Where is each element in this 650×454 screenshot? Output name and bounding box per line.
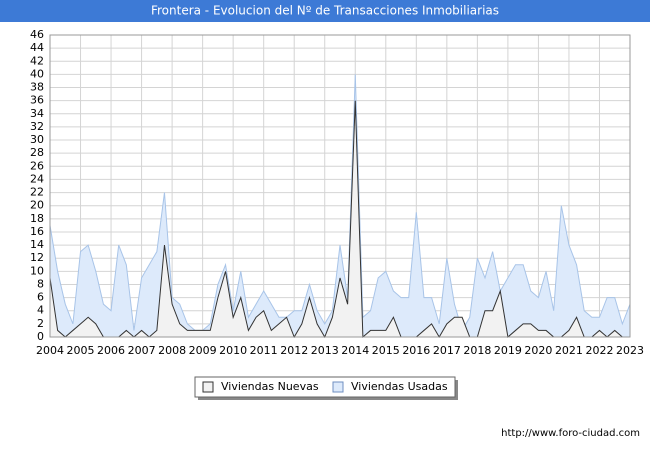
x-tick-label: 2008 bbox=[158, 344, 186, 357]
x-tick-label: 2023 bbox=[616, 344, 644, 357]
x-tick-label: 2020 bbox=[524, 344, 552, 357]
line bbox=[49, 74, 631, 332]
y-tick-label: 28 bbox=[30, 146, 44, 159]
legend-swatch bbox=[202, 381, 214, 393]
x-tick-label: 2010 bbox=[219, 344, 247, 357]
y-tick-label: 16 bbox=[30, 225, 44, 238]
y-tick-label: 0 bbox=[37, 330, 44, 343]
y-tick-label: 20 bbox=[30, 199, 44, 212]
x-tick-label: 2006 bbox=[97, 344, 125, 357]
area bbox=[50, 100, 630, 337]
source: http://www.foro-ciudad.com bbox=[501, 428, 640, 439]
x-tick-label: 2014 bbox=[341, 344, 369, 357]
y-tick-label: 36 bbox=[30, 94, 44, 107]
plot-border bbox=[49, 34, 631, 338]
x-tick-label: 2007 bbox=[128, 344, 156, 357]
x-tick-label: 2015 bbox=[372, 344, 400, 357]
y-tick-label: 22 bbox=[30, 186, 44, 199]
legend-label: Viviendas Nuevas bbox=[221, 380, 319, 393]
y-tick-label: 8 bbox=[37, 277, 44, 290]
y-tick-label: 24 bbox=[30, 172, 44, 185]
legend-box bbox=[194, 376, 456, 398]
y-tick-label: 32 bbox=[30, 120, 44, 133]
y-tick-label: 18 bbox=[30, 212, 44, 225]
y-tick-label: 2 bbox=[37, 317, 44, 330]
x-tick-label: 2017 bbox=[433, 344, 461, 357]
x-tick-label: 2011 bbox=[250, 344, 278, 357]
y-tick-label: 6 bbox=[37, 291, 44, 304]
y-tick-label: 14 bbox=[30, 238, 44, 251]
legend-label: Viviendas Usadas bbox=[351, 380, 448, 393]
x-tick-label: 2019 bbox=[494, 344, 522, 357]
line bbox=[49, 100, 630, 339]
y-tick-label: 46 bbox=[30, 28, 44, 41]
x-tick-label: 2009 bbox=[189, 344, 217, 357]
chart-title: Frontera - Evolucion del Nº de Transacci… bbox=[151, 4, 499, 18]
x-tick-label: 2022 bbox=[585, 344, 613, 357]
x-tick-label: 2018 bbox=[463, 344, 491, 357]
y-tick-label: 26 bbox=[30, 159, 44, 172]
y-tick-label: 44 bbox=[30, 41, 44, 54]
x-tick-label: 2012 bbox=[280, 344, 308, 357]
y-tick-label: 4 bbox=[37, 304, 44, 317]
x-tick-label: 2013 bbox=[311, 344, 339, 357]
y-tick-label: 12 bbox=[30, 251, 44, 264]
legend-swatch bbox=[332, 381, 344, 393]
x-tick-label: 2004 bbox=[36, 344, 64, 357]
x-tick-label: 2005 bbox=[67, 344, 95, 357]
y-tick-label: 38 bbox=[30, 81, 44, 94]
y-tick-label: 42 bbox=[30, 54, 44, 67]
y-tick-label: 34 bbox=[30, 107, 44, 120]
y-tick-label: 10 bbox=[30, 264, 44, 277]
x-tick-label: 2021 bbox=[555, 344, 583, 357]
x-tick-label: 2016 bbox=[402, 344, 430, 357]
y-tick-label: 30 bbox=[30, 133, 44, 146]
y-tick-label: 40 bbox=[30, 67, 44, 80]
title-bar bbox=[0, 0, 650, 22]
